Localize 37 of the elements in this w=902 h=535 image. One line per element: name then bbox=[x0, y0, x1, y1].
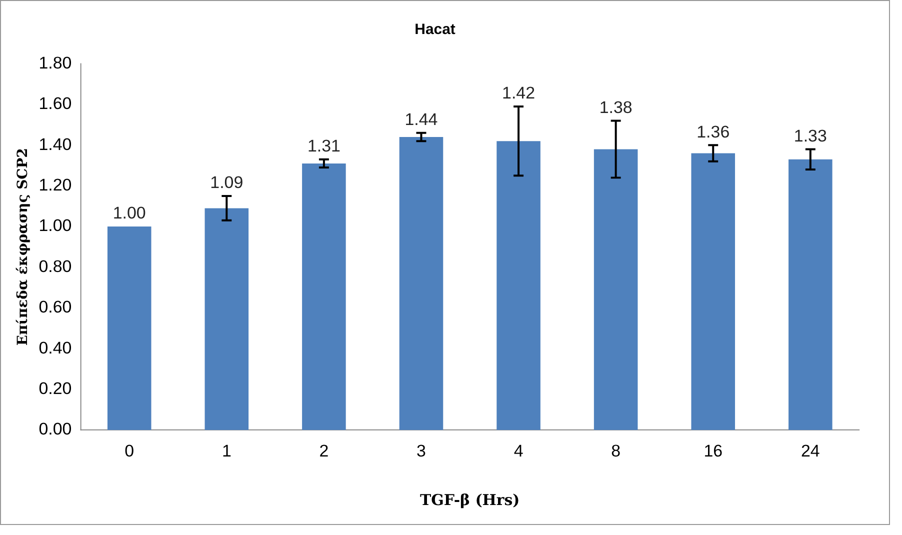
chart-title: Hacat bbox=[414, 21, 456, 38]
bar bbox=[691, 153, 736, 430]
x-tick-label: 8 bbox=[611, 442, 621, 461]
data-label: 1.42 bbox=[502, 84, 536, 103]
data-label: 1.36 bbox=[696, 122, 730, 142]
data-label: 1.44 bbox=[404, 110, 438, 130]
bar bbox=[788, 159, 832, 430]
y-tick-label: 1.80 bbox=[38, 53, 72, 72]
bar bbox=[496, 141, 540, 430]
bar bbox=[399, 137, 444, 430]
y-tick-label: 0.60 bbox=[38, 298, 72, 317]
data-label: 1.31 bbox=[307, 136, 340, 156]
bar bbox=[204, 208, 249, 430]
y-tick-label: 1.20 bbox=[38, 176, 72, 194]
x-tick-label: 2 bbox=[319, 442, 329, 461]
y-tick-label: 1.00 bbox=[38, 216, 72, 236]
bar bbox=[302, 163, 346, 430]
bar bbox=[594, 149, 638, 430]
y-axis-title: Επίπεδα έκφρασης SCP2 bbox=[14, 148, 31, 346]
x-tick-label: 0 bbox=[124, 442, 134, 461]
x-tick-label: 16 bbox=[704, 442, 723, 461]
x-tick-label: 3 bbox=[416, 442, 426, 461]
data-label: 1.00 bbox=[112, 204, 146, 223]
data-label: 1.38 bbox=[599, 98, 632, 117]
y-tick-label: 0.20 bbox=[38, 378, 72, 398]
data-label: 1.09 bbox=[210, 173, 244, 192]
y-tick-label: 1.60 bbox=[38, 94, 72, 114]
y-tick-label: 0.80 bbox=[38, 256, 72, 276]
y-tick-label: 0.00 bbox=[38, 420, 72, 439]
x-tick-label: 1 bbox=[222, 442, 232, 461]
y-tick-label: 0.40 bbox=[38, 338, 72, 358]
bar bbox=[107, 226, 152, 430]
x-tick-label: 24 bbox=[800, 442, 820, 461]
x-axis-title: TGF-β (Hrs) bbox=[420, 490, 520, 509]
x-tick-label: 4 bbox=[514, 442, 524, 461]
data-label: 1.33 bbox=[794, 126, 827, 146]
y-tick-label: 1.40 bbox=[38, 134, 72, 154]
